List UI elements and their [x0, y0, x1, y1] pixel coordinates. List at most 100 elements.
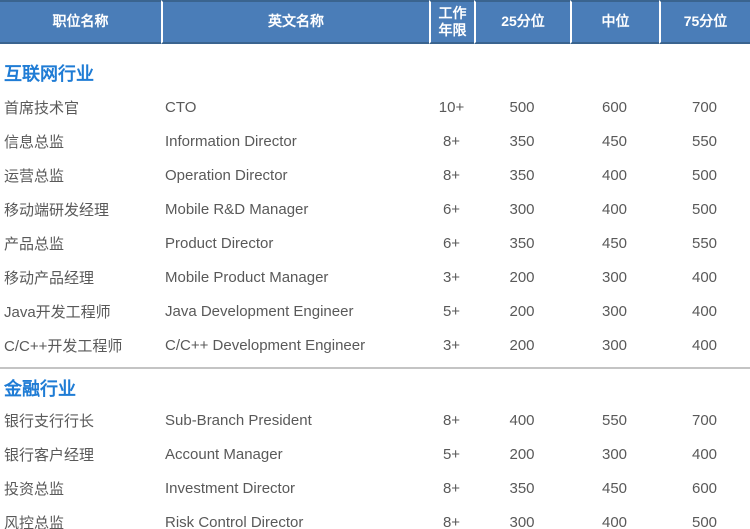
cell-position: 银行支行行长 — [4, 412, 95, 430]
cell-english: Java Development Engineer — [165, 302, 354, 320]
cell-median: 450 — [601, 132, 628, 150]
table-row: 风控总监 Risk Control Director 8+ 300 400 500 — [0, 505, 750, 529]
cell-p75: 500 — [691, 513, 718, 529]
table-row: 银行客户经理 Account Manager 5+ 200 300 400 — [0, 437, 750, 471]
cell-years: 6+ — [442, 234, 461, 252]
cell-years: 8+ — [442, 132, 461, 150]
cell-years: 5+ — [442, 445, 461, 463]
cell-median: 400 — [601, 200, 628, 218]
table-row: 运营总监 Operation Director 8+ 350 400 500 — [0, 158, 750, 192]
table-row: 移动端研发经理 Mobile R&D Manager 6+ 300 400 500 — [0, 192, 750, 226]
cell-median: 300 — [601, 268, 628, 286]
cell-p75: 400 — [691, 268, 718, 286]
cell-p25: 350 — [509, 132, 535, 150]
cell-p25: 300 — [509, 513, 535, 529]
cell-position: Java开发工程师 — [4, 303, 111, 321]
table-row: Java开发工程师 Java Development Engineer 5+ 200 3… — [0, 294, 750, 328]
cell-position: C/C++开发工程师 — [4, 337, 123, 355]
cell-english: Account Manager — [165, 445, 283, 463]
col-header-p25: 25分位 — [474, 0, 570, 44]
cell-median: 450 — [601, 479, 628, 497]
cell-position: 移动端研发经理 — [4, 201, 110, 219]
cell-median: 300 — [601, 445, 628, 463]
cell-median: 550 — [601, 411, 628, 429]
table-row: 产品总监 Product Director 6+ 350 450 550 — [0, 226, 750, 260]
cell-p25: 350 — [509, 479, 535, 497]
col-header-p75: 75分位 — [659, 0, 750, 44]
section-title-row: 互联网行业 — [0, 44, 750, 90]
cell-p25: 200 — [509, 302, 535, 320]
cell-english: CTO — [165, 98, 197, 116]
cell-median: 400 — [601, 166, 628, 184]
cell-position: 移动产品经理 — [4, 269, 95, 287]
cell-p25: 200 — [509, 268, 535, 286]
cell-english: Sub-Branch President — [165, 411, 312, 429]
table-row: C/C++开发工程师 C/C++ Development Engineer 3+ 20… — [0, 328, 750, 362]
section-divider — [0, 362, 750, 369]
table-body: 互联网行业首席技术官 CTO 10+ 500 600 700 信息总监 Information… — [0, 44, 750, 529]
cell-position: 产品总监 — [4, 235, 65, 253]
cell-median: 300 — [601, 302, 628, 320]
section-title: 金融行业 — [4, 379, 76, 399]
cell-years: 8+ — [442, 479, 461, 497]
cell-years: 10+ — [438, 98, 465, 116]
cell-p75: 400 — [691, 336, 718, 354]
cell-p75: 500 — [691, 200, 718, 218]
cell-years: 5+ — [442, 302, 461, 320]
table-row: 移动产品经理 Mobile Product Manager 3+ 200 300 400 — [0, 260, 750, 294]
cell-position: 首席技术官 — [4, 99, 80, 117]
cell-p75: 550 — [691, 132, 718, 150]
section-title: 互联网行业 — [4, 64, 94, 84]
cell-english: Risk Control Director — [165, 513, 304, 529]
cell-p25: 350 — [509, 234, 535, 252]
cell-p75: 400 — [691, 445, 718, 463]
section-divider-line — [0, 362, 750, 369]
cell-p25: 300 — [509, 200, 535, 218]
cell-p75: 550 — [691, 234, 718, 252]
col-header-position: 职位名称 — [0, 0, 161, 44]
cell-years: 3+ — [442, 268, 461, 286]
cell-english: Product Director — [165, 234, 274, 252]
cell-position: 银行客户经理 — [4, 446, 95, 464]
col-header-english: 英文名称 — [161, 0, 429, 44]
cell-position: 投资总监 — [4, 480, 65, 498]
table-header-row: 职位名称 英文名称 工作年限 25分位 中位 75分位 — [0, 0, 750, 44]
cell-p25: 400 — [509, 411, 535, 429]
cell-p25: 350 — [509, 166, 535, 184]
cell-years: 6+ — [442, 200, 461, 218]
col-header-years: 工作年限 — [429, 0, 474, 44]
cell-english: Information Director — [165, 132, 297, 150]
cell-p25: 500 — [509, 98, 535, 116]
cell-median: 300 — [601, 336, 628, 354]
cell-p25: 200 — [509, 445, 535, 463]
table-header: 职位名称 英文名称 工作年限 25分位 中位 75分位 — [0, 0, 750, 44]
cell-median: 400 — [601, 513, 628, 529]
table-row: 首席技术官 CTO 10+ 500 600 700 — [0, 90, 750, 124]
cell-p25: 200 — [509, 336, 535, 354]
section-title-row: 金融行业 — [0, 369, 750, 403]
cell-english: C/C++ Development Engineer — [165, 336, 366, 354]
cell-years: 8+ — [442, 513, 461, 529]
cell-p75: 500 — [691, 166, 718, 184]
cell-position: 风控总监 — [4, 514, 65, 529]
cell-years: 3+ — [442, 336, 461, 354]
col-header-median: 中位 — [570, 0, 659, 44]
cell-p75: 400 — [691, 302, 718, 320]
cell-position: 运营总监 — [4, 167, 65, 185]
cell-p75: 700 — [691, 411, 718, 429]
cell-english: Investment Director — [165, 479, 296, 497]
cell-position: 信息总监 — [4, 133, 65, 151]
table-row: 信息总监 Information Director 8+ 350 450 550 — [0, 124, 750, 158]
cell-median: 450 — [601, 234, 628, 252]
cell-years: 8+ — [442, 166, 461, 184]
table-row: 银行支行行长 Sub-Branch President 8+ 400 550 700 — [0, 403, 750, 437]
cell-english: Mobile Product Manager — [165, 268, 329, 286]
cell-median: 600 — [601, 98, 628, 116]
table-row: 投资总监 Investment Director 8+ 350 450 600 — [0, 471, 750, 505]
cell-english: Operation Director — [165, 166, 288, 184]
cell-english: Mobile R&D Manager — [165, 200, 309, 218]
cell-p75: 700 — [691, 98, 718, 116]
cell-years: 8+ — [442, 411, 461, 429]
